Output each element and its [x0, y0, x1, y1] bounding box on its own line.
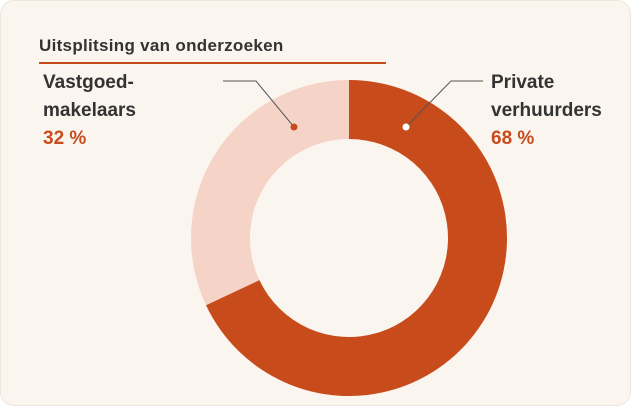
leader-dot — [402, 123, 410, 131]
slice-label: Private verhuurders 68 % — [491, 69, 626, 153]
chart-title: Uitsplitsing van onderzoeken — [39, 36, 284, 55]
category-label: Vastgoed-makelaars — [43, 72, 136, 121]
leader-line — [223, 80, 295, 128]
value-label: 32 % — [43, 128, 87, 149]
title-underline — [39, 62, 386, 64]
leader-line — [405, 80, 483, 128]
donut-slice — [190, 80, 349, 306]
slice-label: Vastgoed-makelaars 32 % — [43, 69, 153, 153]
donut-slice — [206, 80, 507, 396]
category-label: Private verhuurders — [491, 72, 602, 121]
value-label: 68 % — [491, 128, 535, 149]
leader-dot — [290, 123, 298, 131]
